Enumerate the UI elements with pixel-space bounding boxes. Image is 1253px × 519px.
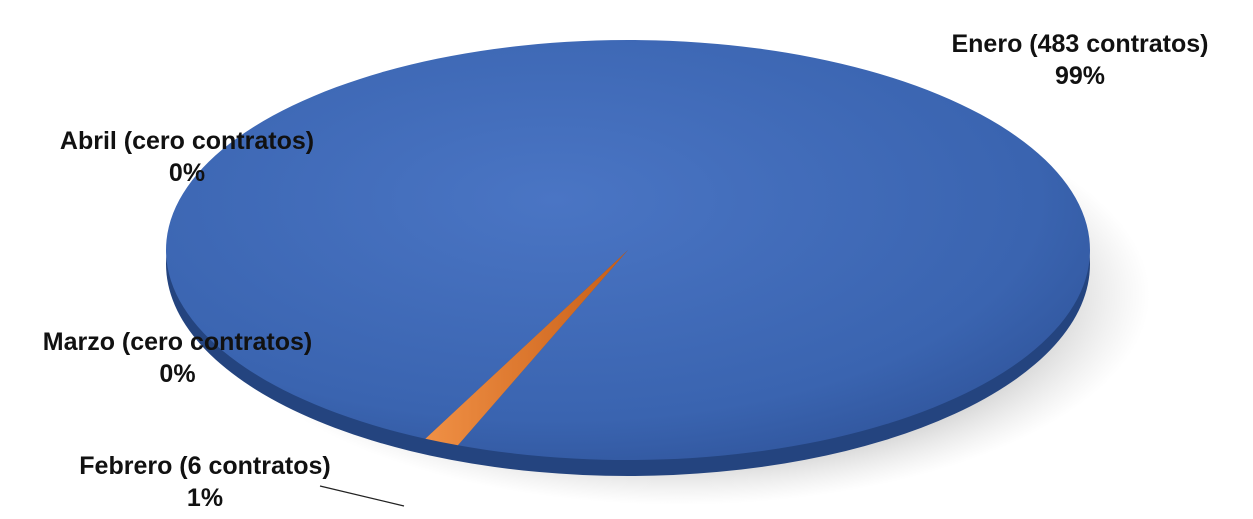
slice-label-enero: Enero (483 contratos) 99% [951, 30, 1209, 90]
slice-label-marzo: Marzo (cero contratos) 0% [42, 328, 313, 388]
slice-label-febrero: Febrero (6 contratos) 1% [79, 452, 331, 512]
pie-slice-febrero [425, 250, 628, 446]
leader-line-febrero [319, 485, 405, 507]
slice-label-abril: Abril (cero contratos) 0% [59, 127, 315, 187]
pie-slice-enero [165, 39, 1090, 460]
